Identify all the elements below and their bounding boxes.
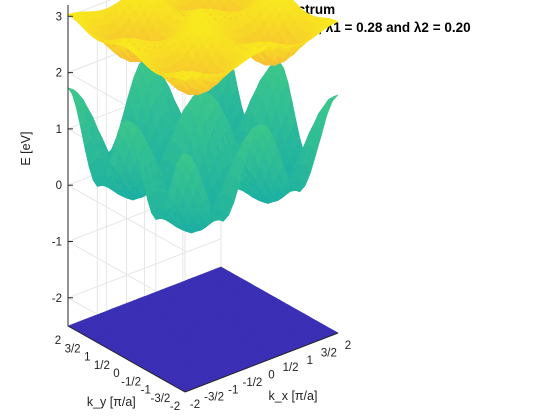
surface-cell	[211, 0, 219, 7]
kx-axis-line	[184, 332, 339, 393]
ky-tick-label: 1/2	[94, 360, 110, 372]
kx-tick-label: 2	[345, 340, 351, 352]
z-tick-label: 0	[56, 180, 62, 192]
ky-tick-label: -3/2	[150, 393, 170, 405]
kx-tick-label: 0	[268, 370, 274, 382]
axes-lines	[67, 5, 339, 393]
kx-tick-label: -2	[190, 399, 200, 411]
surface-top-band	[67, 0, 339, 96]
kx-axis-label: k_x [π/a]	[269, 389, 318, 403]
surface-cell	[221, 0, 228, 6]
surface-cell	[137, 0, 145, 4]
kx-tick-label: 3/2	[321, 347, 337, 359]
surface-middle-band	[67, 28, 339, 234]
surface-cell	[233, 0, 242, 7]
surface-cell	[202, 0, 209, 6]
surface-cell	[268, 0, 275, 2]
z-tick-label: 3	[56, 11, 62, 23]
kx-tick-label: -1	[228, 384, 238, 396]
surface-cell	[327, 94, 339, 102]
ky-tick-label: -1	[141, 385, 151, 397]
surface-cell	[254, 0, 260, 3]
z-tick-label: -1	[52, 237, 62, 249]
ky-axis-line	[67, 325, 186, 393]
ky-tick-label: 0	[113, 368, 119, 380]
ky-tick-label: -1/2	[121, 376, 141, 388]
axis-labels: E [eV] k_x [π/a] k_y [π/a]	[19, 132, 317, 409]
surface-bottom-band	[67, 266, 339, 393]
z-tick-label: 2	[56, 68, 62, 80]
z-axis-label: E [eV]	[19, 132, 33, 166]
surface-cell	[250, 0, 258, 6]
kx-tick-label: -1/2	[242, 377, 262, 389]
grid-line	[67, 0, 112, 17]
ky-axis-label: k_y [π/a]	[87, 395, 136, 409]
kx-tick-label: 1/2	[283, 362, 299, 374]
ky-tick-label: 2	[55, 335, 61, 347]
ky-tick-label: -2	[170, 401, 180, 413]
ky-tick-label: 1	[84, 352, 90, 364]
kx-tick-label: -3/2	[204, 392, 224, 404]
surface-cell	[126, 0, 135, 4]
z-tick-label: 1	[56, 124, 62, 136]
kx-tick-label: 1	[307, 355, 313, 367]
z-tick-label: -2	[52, 293, 62, 305]
surface-cell	[327, 19, 339, 25]
ky-tick-label: 3/2	[65, 343, 81, 355]
